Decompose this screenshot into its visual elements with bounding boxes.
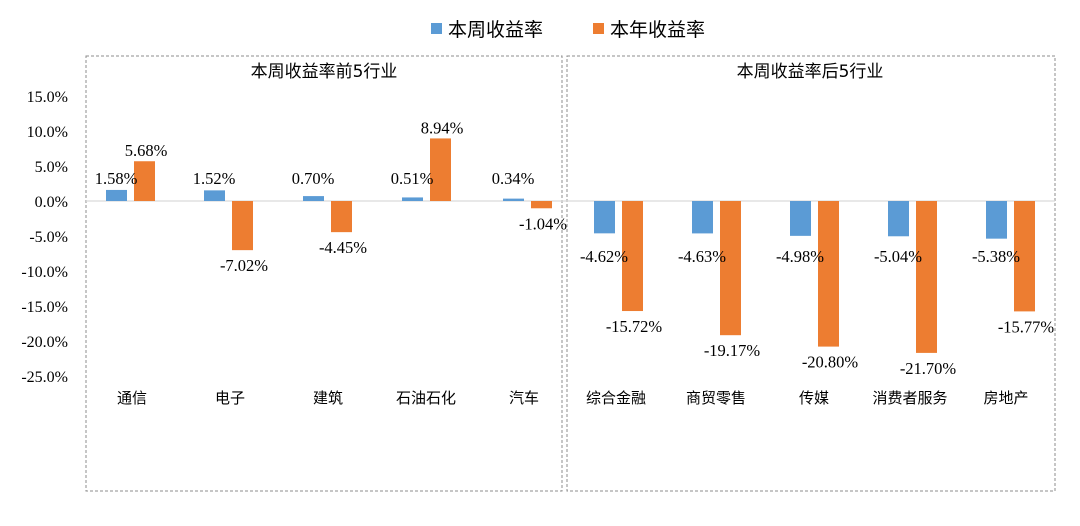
panel-frame-top5 (85, 55, 563, 492)
panel-title-top5: 本周收益率前5行业 (251, 62, 398, 82)
data-label-ytd: 8.94% (421, 118, 464, 137)
bar-ytd (916, 201, 937, 353)
data-labels-layer: 1.58% 5.68% 1.52% -7.02% 0.70% -4.45% 0.51% 8.9… (95, 118, 1055, 377)
bar-ytd (531, 201, 552, 209)
data-label-weekly: 0.70% (292, 169, 335, 188)
data-label-ytd: -20.80% (802, 353, 859, 372)
bar-weekly (888, 201, 909, 237)
panel-frame-bottom5 (566, 55, 1056, 492)
bar-ytd (818, 201, 839, 347)
data-label-ytd: -1.04% (519, 214, 567, 233)
y-tick-label: -20.0% (21, 334, 68, 351)
category-labels-layer: 通信 电子 建筑 石油石化 汽车 综合金融 商贸零售 传媒 消费者服务 房地产 (117, 389, 1029, 407)
legend-swatch-ytd (593, 23, 604, 34)
legend-label-weekly: 本周收益率 (448, 19, 543, 41)
data-label-weekly: 0.34% (492, 169, 535, 188)
legend-label-ytd: 本年收益率 (610, 19, 705, 41)
bar-weekly (692, 201, 713, 234)
bar-ytd (232, 201, 253, 251)
bar-weekly (106, 189, 127, 201)
data-label-weekly: -4.63% (678, 247, 726, 266)
legend-swatch-weekly (431, 23, 442, 34)
y-tick-label: 10.0% (27, 124, 68, 141)
data-label-ytd: -15.72% (606, 317, 663, 336)
y-axis: 15.0% 10.0% 5.0% 0.0% -5.0% -10.0% -15.0… (21, 89, 68, 386)
data-label-ytd: -15.77% (998, 317, 1055, 336)
category-label: 石油石化 (396, 389, 456, 407)
category-label: 汽车 (509, 389, 539, 407)
data-label-weekly: 0.51% (391, 169, 434, 188)
bar-ytd (720, 201, 741, 336)
y-tick-label: -15.0% (21, 299, 68, 316)
data-label-weekly: 1.58% (95, 169, 138, 188)
data-label-ytd: -19.17% (704, 341, 761, 360)
data-label-ytd: 5.68% (125, 141, 168, 160)
bars-layer (106, 138, 1035, 353)
bar-ytd (430, 138, 451, 201)
category-label: 房地产 (983, 389, 1028, 407)
bar-weekly (986, 201, 1007, 239)
category-label: 商贸零售 (686, 389, 746, 407)
category-label: 电子 (215, 389, 245, 407)
legend: 本周收益率 本年收益率 (431, 19, 705, 41)
category-label: 传媒 (799, 389, 829, 407)
data-label-ytd: -7.02% (220, 256, 268, 275)
data-label-weekly: -4.98% (776, 247, 824, 266)
data-label-ytd: -21.70% (900, 359, 957, 378)
bar-weekly (503, 198, 524, 201)
y-tick-label: 0.0% (35, 194, 68, 211)
category-label: 综合金融 (586, 389, 646, 407)
category-label: 建筑 (313, 389, 343, 407)
category-label: 消费者服务 (872, 389, 947, 407)
bar-weekly (594, 201, 615, 234)
data-label-weekly: -5.38% (972, 247, 1020, 266)
bar-weekly (790, 201, 811, 236)
data-label-weekly: -5.04% (874, 247, 922, 266)
panel-title-bottom5: 本周收益率后5行业 (737, 62, 884, 82)
bar-ytd (331, 201, 352, 233)
bar-ytd (1014, 201, 1035, 312)
y-tick-label: -10.0% (21, 264, 68, 281)
y-tick-label: -25.0% (21, 369, 68, 386)
bar-ytd (622, 201, 643, 312)
bar-weekly (303, 196, 324, 201)
bar-weekly (204, 190, 225, 201)
bar-weekly (402, 197, 423, 201)
data-label-weekly: 1.52% (193, 169, 236, 188)
y-tick-label: -5.0% (29, 229, 68, 246)
category-label: 通信 (117, 389, 147, 407)
data-label-ytd: -4.45% (319, 238, 367, 257)
y-tick-label: 15.0% (27, 89, 68, 106)
data-label-weekly: -4.62% (580, 247, 628, 266)
y-tick-label: 5.0% (35, 159, 68, 176)
bar-ytd (134, 161, 155, 201)
